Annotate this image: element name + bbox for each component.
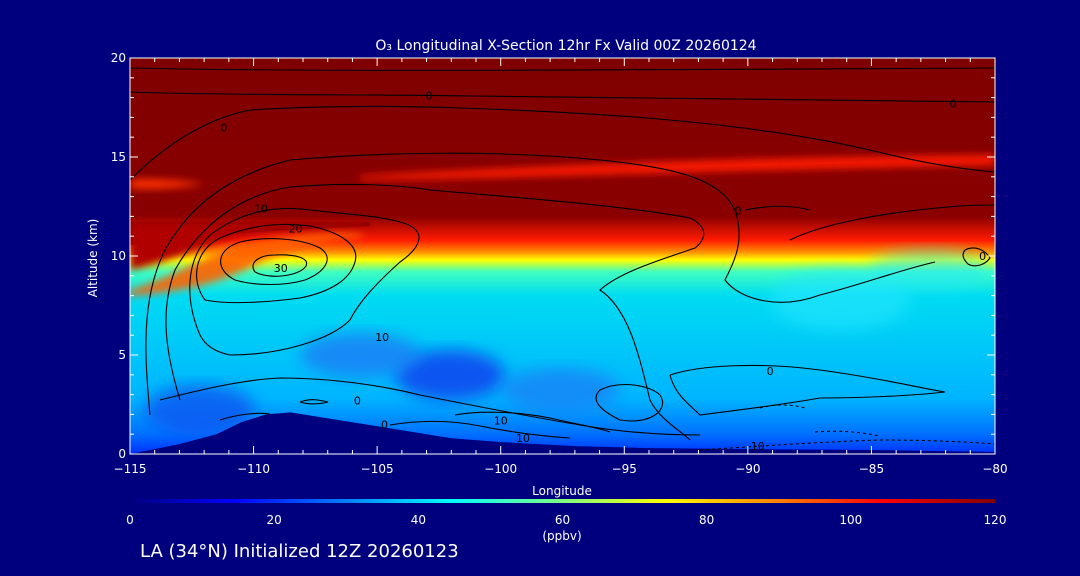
contour-line bbox=[220, 238, 328, 285]
colorbar-tick-label: 20 bbox=[267, 513, 282, 527]
contour-label: 0 bbox=[426, 90, 433, 103]
x-tick-label: −80 bbox=[982, 462, 1007, 476]
contour-label: 0 bbox=[354, 395, 361, 408]
ozone-intrusion-core bbox=[130, 222, 365, 270]
plot-area: 0 0 0 10 0 20 30 0 10 0 0 10 0 10 10 bbox=[130, 58, 995, 454]
x-axis-label: Longitude bbox=[532, 484, 592, 498]
contour-line bbox=[669, 364, 946, 416]
colorbar: 0 20 40 60 80 100 120 (ppbv) bbox=[126, 499, 1006, 543]
x-tick-label: −85 bbox=[859, 462, 884, 476]
y-tick-label: 0 bbox=[118, 447, 126, 461]
contour-line bbox=[196, 223, 357, 304]
y-axis: 0 5 10 15 20 bbox=[111, 51, 995, 461]
contour-label: 30 bbox=[274, 262, 288, 275]
low-ozone-pocket bbox=[395, 350, 505, 400]
high-ozone-patch bbox=[770, 270, 910, 330]
colorbar-tick-label: 0 bbox=[126, 513, 134, 527]
contour-line-negative bbox=[699, 439, 995, 451]
contour-label: 0 bbox=[734, 204, 741, 217]
ozone-intrusion-edge bbox=[130, 232, 364, 296]
contour-line bbox=[165, 183, 705, 441]
contour-label: 10 bbox=[751, 440, 765, 453]
contour-line bbox=[130, 91, 995, 103]
footer-init-text: LA (34°N) Initialized 12Z 20260123 bbox=[140, 541, 459, 562]
contour-lines-negative bbox=[699, 404, 995, 451]
colorbar-tick-label: 120 bbox=[984, 513, 1007, 527]
colorbar-tick-label: 80 bbox=[699, 513, 714, 527]
low-ozone-pocket bbox=[300, 333, 420, 377]
contour-line-negative bbox=[814, 430, 881, 437]
x-tick-label: −95 bbox=[612, 462, 637, 476]
x-tick-label: −110 bbox=[237, 462, 270, 476]
contour-line bbox=[252, 254, 308, 277]
chart-title: O₃ Longitudinal X-Section 12hr Fx Valid … bbox=[375, 38, 756, 54]
contour-label: 0 bbox=[949, 98, 956, 111]
y-tick-label: 5 bbox=[118, 348, 126, 362]
contour-label: 20 bbox=[289, 222, 303, 235]
contour-label: 0 bbox=[220, 121, 227, 134]
colorbar-gradient bbox=[130, 499, 995, 503]
colorbar-tick-label: 60 bbox=[555, 513, 570, 527]
contour-line bbox=[744, 205, 811, 211]
contour-label: 0 bbox=[381, 418, 388, 431]
contour-line bbox=[130, 105, 995, 181]
y-tick-label: 10 bbox=[111, 249, 126, 263]
terrain bbox=[130, 412, 995, 454]
contour-line bbox=[454, 411, 611, 433]
colorbar-ticks: 0 20 40 60 80 100 120 bbox=[126, 513, 1006, 527]
contour-label: 0 bbox=[767, 365, 774, 378]
contour-line bbox=[595, 384, 663, 422]
y-axis-label: Altitude (km) bbox=[86, 219, 100, 298]
contour-line bbox=[789, 204, 995, 241]
contour-line bbox=[189, 207, 420, 356]
x-tick-label: −100 bbox=[484, 462, 517, 476]
contour-label: 10 bbox=[516, 432, 530, 445]
y-tick-label: 20 bbox=[111, 51, 126, 65]
low-ozone-pocket bbox=[500, 368, 620, 412]
contour-line bbox=[219, 412, 271, 421]
contour-line bbox=[389, 420, 571, 439]
contour-label: 10 bbox=[494, 414, 508, 427]
x-tick-label: −105 bbox=[361, 462, 394, 476]
contour-line bbox=[962, 247, 991, 267]
contour-label: 10 bbox=[254, 202, 268, 215]
low-ozone-pocket bbox=[145, 385, 255, 435]
contour-label: 0 bbox=[979, 250, 986, 263]
contour-line bbox=[299, 399, 329, 405]
high-ozone-patch bbox=[870, 250, 990, 290]
colorbar-tick-label: 40 bbox=[411, 513, 426, 527]
x-tick-label: −115 bbox=[114, 462, 147, 476]
ozone-band-upper bbox=[360, 155, 995, 180]
contour-line bbox=[145, 152, 936, 416]
colorbar-unit: (ppbv) bbox=[542, 529, 581, 543]
x-axis: −115 −110 −105 −100 −95 −90 −85 −80 bbox=[114, 58, 1008, 476]
x-tick-label: −90 bbox=[735, 462, 760, 476]
contour-labels: 0 0 0 10 0 20 30 0 10 0 0 10 0 10 10 bbox=[220, 90, 986, 453]
contour-label: 10 bbox=[375, 331, 389, 344]
y-tick-label: 15 bbox=[111, 150, 126, 164]
contour-lines bbox=[130, 67, 995, 441]
contour-line bbox=[130, 67, 995, 71]
colorbar-tick-label: 100 bbox=[839, 513, 862, 527]
contour-line bbox=[159, 377, 701, 436]
ozone-band-left bbox=[130, 179, 205, 189]
